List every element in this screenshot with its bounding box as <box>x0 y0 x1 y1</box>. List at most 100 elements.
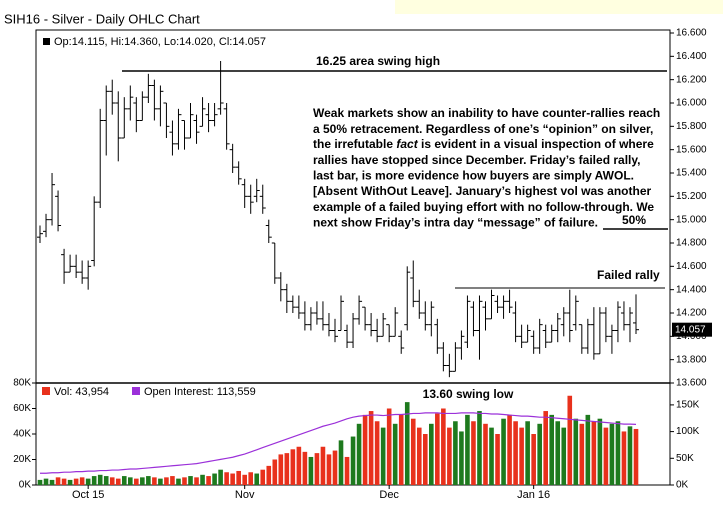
volume-bar <box>416 427 422 485</box>
note-segment: is evident in a visual inspection of whe… <box>418 137 654 151</box>
volume-bar <box>350 436 356 485</box>
y-tick-label: 14.800 <box>676 238 707 249</box>
volume-bar <box>621 431 627 485</box>
volume-bar <box>404 402 410 485</box>
volume-bar <box>609 423 615 485</box>
volume-bar <box>453 421 458 485</box>
y-tick-label: 15.400 <box>676 168 707 179</box>
failed-rally-text: Failed rally <box>597 268 660 282</box>
volume-bar <box>188 476 193 485</box>
note-line: the irrefutable fact is evident in a vis… <box>313 137 654 151</box>
ad-strip <box>395 0 723 14</box>
volume-bar <box>79 477 85 485</box>
volume-bar <box>326 454 332 485</box>
y-tick-label: 15.800 <box>676 121 707 132</box>
volume-bar <box>164 477 169 485</box>
volume-bar <box>543 411 548 485</box>
volume-tick-label: 20K <box>13 454 31 465</box>
oi-tick-label: 0K <box>676 480 689 491</box>
volume-bar <box>603 427 609 485</box>
volume-bar <box>525 421 530 485</box>
oi-tick-label: 50K <box>676 453 694 464</box>
volume-bar <box>266 465 272 485</box>
note-line: a 50% retracement. Regardless of one’s “… <box>313 122 653 136</box>
y-tick-label: 14.200 <box>676 308 707 319</box>
y-tick-label: 15.200 <box>676 191 707 202</box>
volume-bar <box>37 479 43 485</box>
oi-tick-label: 100K <box>676 426 700 437</box>
volume-bar <box>368 411 374 485</box>
note-line: Weak markets show an inability to have c… <box>313 106 660 120</box>
volume-bar <box>260 469 266 485</box>
swing-high-text: 16.25 area swing high <box>316 54 440 68</box>
volume-bar <box>447 427 452 485</box>
volume-bar <box>597 418 603 485</box>
volume-bar <box>441 408 446 485</box>
volume-bar <box>236 470 241 485</box>
price-legend: Op:14.115, Hi:14.360, Lo:14.020, Cl:14.0… <box>54 36 266 48</box>
volume-bar <box>573 418 579 485</box>
volume-bar <box>501 418 506 485</box>
volume-bar <box>308 456 314 485</box>
volume-bar <box>67 479 73 485</box>
note-line: [Absent WithOut Leave]. January’s highes… <box>313 184 652 198</box>
volume-bar <box>495 434 500 485</box>
volume-bar <box>121 476 127 485</box>
last-price-label: 14.057 <box>675 324 706 335</box>
y-tick-label: 16.200 <box>676 74 707 85</box>
volume-bar <box>224 472 229 485</box>
y-tick-label: 14.400 <box>676 284 707 295</box>
volume-bar <box>73 478 79 485</box>
volume-tick-label: 60K <box>13 403 31 414</box>
x-tick-label: Nov <box>235 489 255 501</box>
oi-legend-key <box>132 387 140 395</box>
volume-bar <box>152 477 157 485</box>
chart-title: SIH16 - Silver - Daily OHLC Chart <box>4 11 200 26</box>
note-segment: the irrefutable <box>313 137 396 151</box>
oi-tick-label: 150K <box>676 400 700 411</box>
note-line: last bar, is more evidence how buyers ar… <box>313 169 634 183</box>
volume-bar <box>320 446 326 485</box>
volume-bar <box>43 478 49 485</box>
volume-bar <box>561 427 567 485</box>
volume-bar <box>422 434 428 485</box>
volume-bar <box>483 423 488 485</box>
volume-bar <box>429 423 434 485</box>
note-line: rallies have stopped since December. Fri… <box>313 153 640 167</box>
volume-bar <box>507 414 512 485</box>
volume-bar <box>230 473 235 485</box>
volume-bar <box>97 474 103 485</box>
volume-bar <box>55 477 61 485</box>
volume-bar <box>146 476 151 485</box>
volume-bar <box>465 414 470 485</box>
volume-bar <box>109 477 115 485</box>
volume-bar <box>115 478 121 485</box>
volume-bar <box>218 469 223 485</box>
x-tick-label: Dec <box>379 489 399 501</box>
volume-bar <box>410 418 416 485</box>
volume-bar <box>248 472 254 485</box>
volume-bar <box>531 434 536 485</box>
volume-bar <box>128 477 133 485</box>
y-tick-label: 14.600 <box>676 261 707 272</box>
price-legend-key <box>43 38 50 45</box>
volume-bar <box>206 476 211 485</box>
volume-bar <box>176 478 181 485</box>
volume-bar <box>627 426 633 485</box>
last-price-box <box>672 322 712 337</box>
volume-bar <box>332 450 338 485</box>
volume-bar <box>398 414 404 485</box>
volume-bar <box>91 476 97 485</box>
note-segment: fact <box>396 137 418 151</box>
volume-bar <box>134 478 139 485</box>
y-tick-label: 16.400 <box>676 51 707 62</box>
volume-bar <box>254 473 260 485</box>
volume-bar <box>182 477 187 485</box>
volume-bar <box>344 456 350 485</box>
volume-bar <box>374 421 380 485</box>
volume-bar <box>633 428 639 485</box>
volume-bar <box>290 449 296 485</box>
volume-tick-label: 40K <box>13 429 31 440</box>
volume-bar <box>386 408 392 485</box>
swing-low-text: 13.60 swing low <box>423 387 514 401</box>
